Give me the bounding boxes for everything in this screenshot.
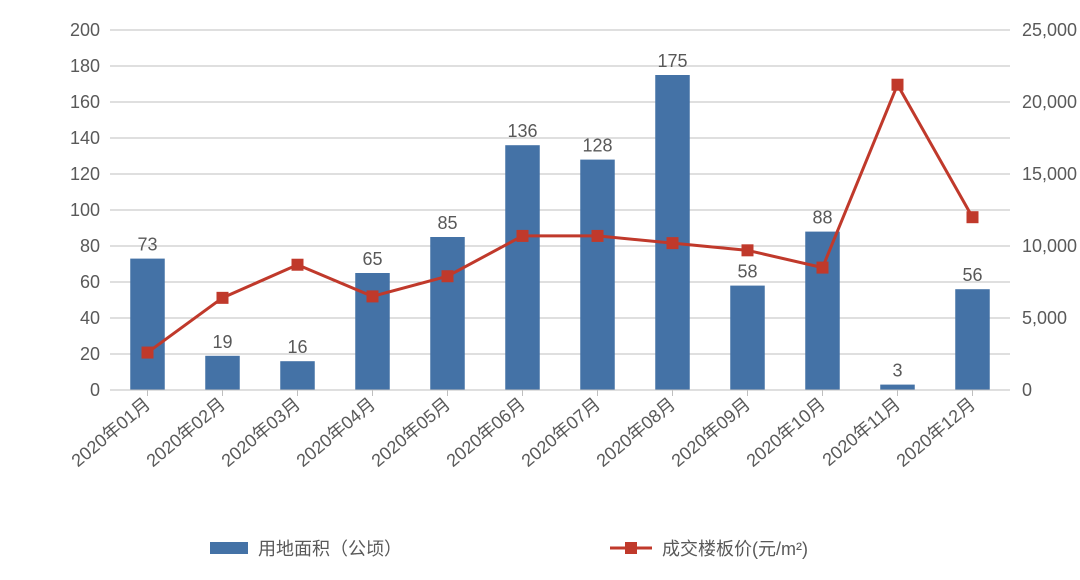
line-marker xyxy=(292,259,304,271)
line-marker xyxy=(667,237,679,249)
legend-swatch-line-marker xyxy=(625,542,637,554)
legend-label-line: 成交楼板价(元/m²) xyxy=(662,539,808,559)
bar xyxy=(805,232,840,390)
bar xyxy=(280,361,315,390)
y-left-tick-label: 120 xyxy=(70,164,100,184)
bar-value-label: 128 xyxy=(582,136,612,156)
y-right-tick-label: 10,000 xyxy=(1022,236,1077,256)
line-marker xyxy=(967,211,979,223)
line-marker xyxy=(742,244,754,256)
bar xyxy=(955,289,990,390)
bar xyxy=(580,160,615,390)
bar-value-label: 136 xyxy=(507,121,537,141)
bar-value-label: 85 xyxy=(437,213,457,233)
bar xyxy=(430,237,465,390)
bar-value-label: 58 xyxy=(737,262,757,282)
y-right-tick-label: 5,000 xyxy=(1022,308,1067,328)
y-right-tick-label: 15,000 xyxy=(1022,164,1077,184)
line-marker xyxy=(442,270,454,282)
line-marker xyxy=(367,290,379,302)
bar xyxy=(730,286,765,390)
y-left-tick-label: 20 xyxy=(80,344,100,364)
y-left-tick-label: 160 xyxy=(70,92,100,112)
combo-chart: 0 20 40 60 80 100 120 140 160 180 200 0 5,000 10,000 1… xyxy=(0,0,1080,580)
line-marker xyxy=(817,262,829,274)
legend-label-bar: 用地面积（公顷） xyxy=(258,539,402,559)
bar xyxy=(130,259,165,390)
y-right-tick-label: 25,000 xyxy=(1022,20,1077,40)
bar-value-label: 16 xyxy=(287,337,307,357)
y-left-tick-label: 140 xyxy=(70,128,100,148)
bar xyxy=(505,145,540,390)
line-marker xyxy=(217,292,229,304)
y-left-tick-label: 180 xyxy=(70,56,100,76)
y-left-tick-label: 80 xyxy=(80,236,100,256)
y-left-tick-label: 100 xyxy=(70,200,100,220)
bar-value-label: 56 xyxy=(962,265,982,285)
y-left-tick-label: 40 xyxy=(80,308,100,328)
line-marker xyxy=(892,79,904,91)
bar xyxy=(205,356,240,390)
bar-value-label: 73 xyxy=(137,235,157,255)
bar-value-label: 19 xyxy=(212,332,232,352)
y-left-tick-label: 60 xyxy=(80,272,100,292)
line-marker xyxy=(517,230,529,242)
bar-value-label: 3 xyxy=(892,361,902,381)
line-marker xyxy=(592,230,604,242)
bar-value-label: 65 xyxy=(362,249,382,269)
bar-value-label: 175 xyxy=(657,51,687,71)
y-right-tick-label: 20,000 xyxy=(1022,92,1077,112)
y-left-tick-label: 200 xyxy=(70,20,100,40)
bar xyxy=(655,75,690,390)
y-left-tick-label: 0 xyxy=(90,380,100,400)
bar-value-label: 88 xyxy=(812,208,832,228)
legend-swatch-bar xyxy=(210,542,248,554)
bar xyxy=(880,385,915,390)
y-right-tick-label: 0 xyxy=(1022,380,1032,400)
line-marker xyxy=(142,347,154,359)
